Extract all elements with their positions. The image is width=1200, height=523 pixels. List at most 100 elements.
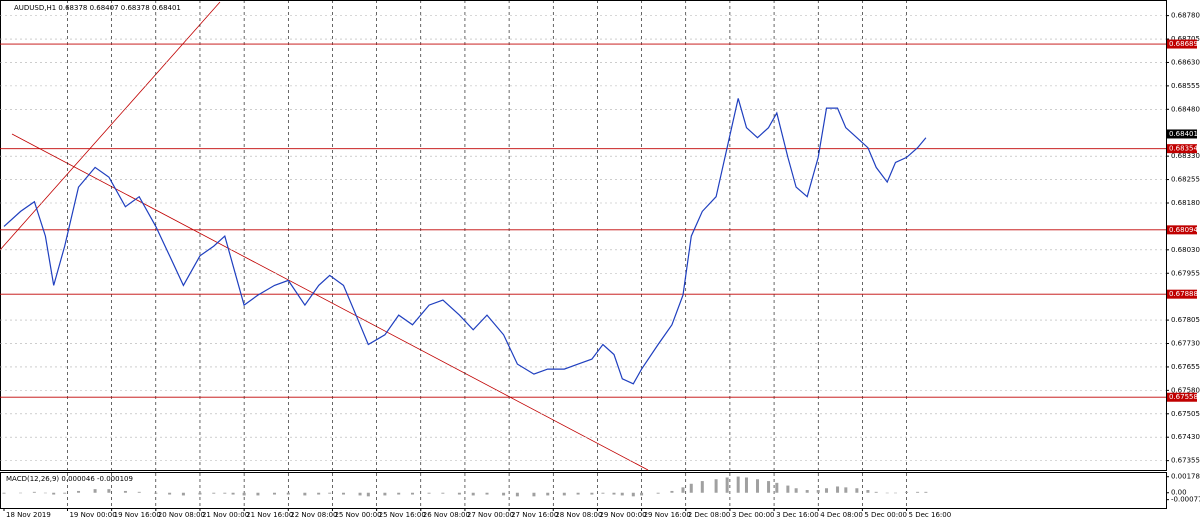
- macd-bar: [794, 488, 798, 493]
- macd-bar: [231, 492, 235, 495]
- x-tick-label: 18 Nov 2019: [6, 511, 51, 519]
- macd-bar: [744, 477, 748, 493]
- macd-bar: [154, 492, 158, 494]
- macd-bar: [77, 490, 81, 493]
- x-tick-label: 27 Nov 16:00: [511, 511, 558, 519]
- macd-bar: [775, 482, 779, 493]
- x-tick-label: 26 Nov 08:00: [423, 511, 470, 519]
- macd-bar: [471, 492, 475, 496]
- macd-bar: [562, 492, 566, 496]
- price-line: [3, 98, 927, 385]
- level-label: 0.67888: [1169, 290, 1198, 298]
- macd-bar: [836, 486, 840, 493]
- macd-bar: [137, 491, 141, 493]
- x-tick-label: 3 Dec 00:00: [732, 511, 775, 519]
- macd-title: MACD(12,26,9) 0.000046 -0.000109: [6, 475, 133, 483]
- macd-bar: [441, 492, 445, 494]
- x-tick-label: 2 Dec 08:00: [688, 511, 731, 519]
- macd-bar: [427, 492, 431, 494]
- macd-bar: [786, 485, 790, 493]
- main-frame: [0, 0, 1167, 471]
- y-tick-label: 0.68330: [1171, 152, 1200, 160]
- macd-bar: [816, 490, 820, 493]
- macd-bar: [32, 491, 36, 493]
- macd-bar: [457, 492, 461, 495]
- macd-bar: [612, 492, 616, 495]
- macd-bar: [532, 492, 536, 497]
- current-price-tag: [1167, 129, 1197, 139]
- macd-bar: [383, 492, 387, 496]
- macd-bar: [63, 492, 67, 494]
- macd-bar: [894, 492, 898, 494]
- macd-bar: [736, 476, 740, 493]
- macd-bar: [223, 492, 227, 494]
- y-tick-label: 0.67580: [1171, 386, 1200, 394]
- macd-bar: [700, 481, 704, 493]
- y-tick-label: 0.67730: [1171, 340, 1200, 348]
- x-tick-label: 5 Dec 00:00: [864, 511, 907, 519]
- y-tick-label: 0.68480: [1171, 105, 1200, 113]
- macd-bar: [366, 492, 370, 497]
- macd-bar: [805, 490, 809, 493]
- x-tick-label: 5 Dec 16:00: [909, 511, 952, 519]
- macd-bar: [640, 492, 644, 496]
- y-tick-label: 0.67955: [1171, 269, 1200, 277]
- macd-bar: [844, 487, 848, 493]
- macd-bar: [107, 489, 111, 493]
- x-tick-label: 21 Nov 00:00: [202, 511, 249, 519]
- x-tick-label: 28 Nov 08:00: [555, 511, 602, 519]
- y-tick-label: 0.68555: [1171, 82, 1200, 90]
- macd-bar: [601, 492, 605, 494]
- macd-bar: [485, 492, 489, 495]
- macd-bar: [52, 492, 56, 495]
- x-tick-label: 29 Nov 00:00: [599, 511, 646, 519]
- x-tick-label: 21 Nov 16:00: [246, 511, 293, 519]
- macd-bar: [168, 492, 172, 495]
- macd-bar: [502, 492, 506, 496]
- macd-bar: [916, 491, 920, 493]
- y-tick-label: 0.68180: [1171, 199, 1200, 207]
- macd-bar: [725, 477, 729, 493]
- x-tick-label: 19 Nov 00:00: [69, 511, 116, 519]
- level-tag: [1167, 392, 1197, 402]
- macd-bar: [905, 491, 909, 493]
- y-tick-label: 0.67655: [1171, 363, 1200, 371]
- level-tag: [1167, 225, 1197, 235]
- macd-bar: [397, 492, 401, 495]
- macd-bar: [256, 492, 260, 496]
- x-tick-label: 4 Dec 08:00: [820, 511, 863, 519]
- macd-bar: [546, 492, 550, 496]
- y-tick-label: 0.67355: [1171, 457, 1200, 465]
- macd-bar: [2, 492, 6, 494]
- macd-bar: [341, 492, 345, 495]
- chart-title: AUDUSD,H1 0.68378 0.68407 0.68378 0.6840…: [14, 4, 181, 12]
- macd-bar: [272, 492, 276, 495]
- macd-bar: [756, 479, 760, 493]
- macd-bar: [874, 491, 878, 493]
- level-tag: [1167, 289, 1197, 299]
- x-tick-label: 25 Nov 00:00: [334, 511, 381, 519]
- macd-bar: [576, 492, 580, 495]
- x-tick-label: 20 Nov 08:00: [158, 511, 205, 519]
- macd-bar: [303, 492, 307, 496]
- x-tick-label: 27 Nov 00:00: [467, 511, 514, 519]
- level-tag: [1167, 39, 1197, 49]
- macd-bar: [855, 488, 859, 493]
- macd-frame: [0, 472, 1167, 509]
- macd-bar: [317, 492, 321, 495]
- macd-bar: [123, 490, 127, 493]
- macd-bar: [885, 492, 889, 494]
- x-tick-label: 22 Nov 08:00: [290, 511, 337, 519]
- x-tick-label: 29 Nov 16:00: [644, 511, 691, 519]
- macd-y-tick-label: -0.00077: [1171, 496, 1200, 504]
- y-tick-label: 0.68255: [1171, 176, 1200, 184]
- macd-bar: [198, 492, 202, 495]
- macd-bar: [181, 492, 185, 496]
- macd-bar: [410, 492, 414, 495]
- macd-bar: [620, 492, 624, 496]
- current-price-label: 0.68401: [1169, 130, 1198, 138]
- macd-y-tick-label: 0.00: [1171, 489, 1187, 497]
- level-label: 0.67558: [1169, 393, 1198, 401]
- y-tick-label: 0.67805: [1171, 316, 1200, 324]
